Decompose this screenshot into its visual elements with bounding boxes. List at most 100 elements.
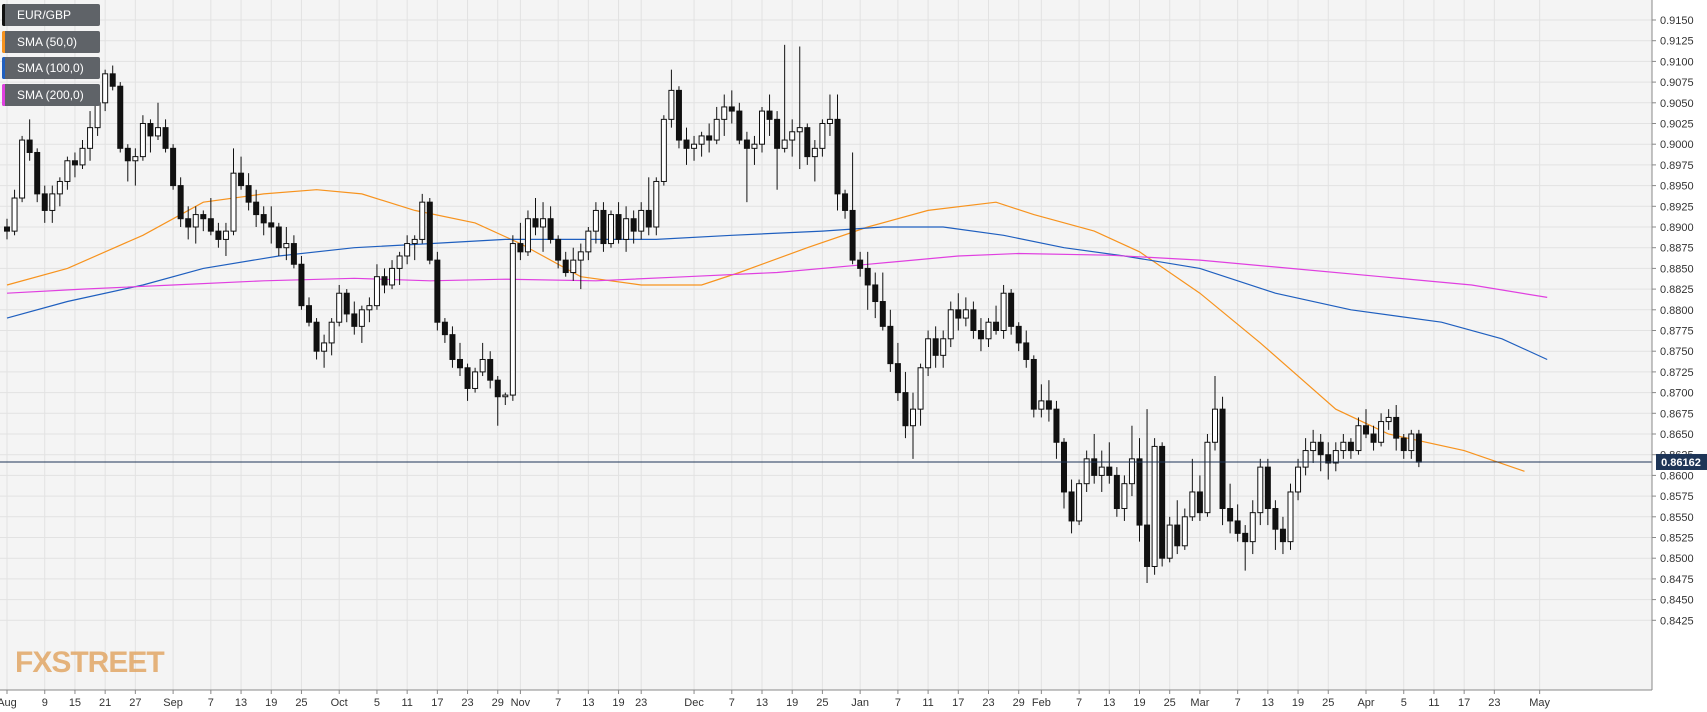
x-tick-label: Nov: [511, 697, 531, 709]
candle-body: [177, 185, 184, 220]
legend: EUR/GBP SMA (50,0) SMA (100,0) SMA (200,…: [2, 4, 100, 110]
candle-body: [1302, 450, 1309, 468]
y-tick-label: 0.8525: [1660, 533, 1694, 545]
candle-body: [1317, 441, 1324, 456]
candle-body: [653, 180, 660, 228]
candle-body: [1030, 358, 1037, 410]
candle-body: [683, 139, 690, 149]
candle-body: [155, 127, 161, 137]
candle-body: [759, 110, 765, 145]
candle-body: [517, 243, 524, 253]
x-tick-label: 19: [786, 697, 798, 709]
candle-body: [1332, 450, 1339, 464]
candle-body: [970, 309, 977, 331]
candle-body: [124, 147, 131, 162]
candle-body: [826, 118, 833, 125]
candle-body: [849, 209, 856, 261]
candle-body: [351, 313, 358, 327]
y-tick-label: 0.8900: [1660, 222, 1694, 234]
candle-body: [660, 118, 667, 182]
candle-body: [132, 156, 139, 162]
x-tick-label: Jan: [851, 697, 869, 709]
candle-body: [487, 358, 494, 381]
candle-body: [600, 209, 607, 245]
candle-body: [789, 131, 796, 141]
x-tick-label: 17: [1458, 697, 1470, 709]
candle-body: [977, 330, 984, 340]
candle-body: [864, 267, 871, 286]
legend-label: SMA (200,0): [17, 87, 84, 102]
candle-body: [1257, 466, 1264, 514]
candle-body: [283, 243, 290, 249]
legend-item-sma200[interactable]: SMA (200,0): [2, 83, 100, 106]
x-tick-label: 5: [1401, 697, 1407, 709]
candle-body: [79, 147, 86, 166]
candle-body: [1166, 524, 1173, 559]
legend-item-eurgbp[interactable]: EUR/GBP: [2, 4, 100, 26]
x-tick-label: 17: [431, 697, 443, 709]
y-tick-label: 0.9050: [1660, 98, 1694, 110]
x-tick-label: 29: [492, 697, 504, 709]
candle-body: [668, 89, 675, 120]
last-price-tag-label: 0.86162: [1661, 457, 1701, 469]
candle-body: [1023, 342, 1030, 360]
candle-body: [358, 309, 365, 327]
x-tick-label: 7: [729, 697, 735, 709]
candle-body: [932, 338, 939, 356]
candle-body: [328, 321, 335, 344]
legend-item-sma50[interactable]: SMA (50,0): [2, 30, 100, 53]
candle-body: [162, 127, 169, 149]
y-tick-label: 0.8550: [1660, 512, 1694, 524]
candle-body: [260, 214, 267, 224]
candle-body: [1113, 474, 1120, 510]
x-tick-label: 25: [1164, 697, 1176, 709]
x-tick-label: 11: [1428, 697, 1439, 709]
candle-body: [743, 139, 750, 149]
candle-body: [268, 222, 275, 228]
candle-body: [940, 338, 947, 356]
y-tick-label: 0.9075: [1660, 77, 1694, 89]
candle-body: [434, 259, 441, 323]
candle-body: [139, 123, 146, 158]
x-tick-label: 13: [235, 697, 247, 709]
y-tick-label: 0.8600: [1660, 470, 1694, 482]
candle-body: [1363, 425, 1369, 435]
x-axis-ticks: Aug 9 15 21 27 Sep 7 13 19 25 Oct 5 11 17 23 29 Nov 7 13 19…: [0, 690, 1551, 709]
candle-body: [41, 193, 48, 211]
candle-body: [630, 218, 637, 232]
candle-body: [502, 394, 509, 398]
x-tick-label: 23: [635, 697, 647, 709]
y-tick-label: 0.8725: [1660, 367, 1694, 379]
legend-swatch: [2, 30, 5, 53]
candle-body: [1045, 400, 1052, 410]
candle-body: [608, 214, 614, 245]
candle-body: [751, 143, 758, 149]
candle-body: [570, 259, 577, 274]
candle-body: [1287, 491, 1294, 543]
candle-body: [306, 305, 312, 323]
candle-body: [117, 85, 124, 149]
candle-body: [215, 230, 222, 240]
legend-item-sma100[interactable]: SMA (100,0): [2, 57, 100, 79]
candle-body: [804, 127, 811, 158]
x-tick-label: 13: [756, 697, 768, 709]
x-tick-label: 5: [374, 697, 380, 709]
candle-body: [1076, 483, 1083, 522]
candle-body: [1136, 458, 1143, 526]
candle-body: [698, 135, 705, 145]
x-tick-label: 25: [295, 697, 307, 709]
candle-body: [1272, 508, 1279, 530]
candle-body: [1264, 466, 1271, 510]
candle-body: [691, 143, 698, 149]
candle-body: [411, 238, 418, 245]
candle-body: [1378, 421, 1385, 443]
candle-body: [26, 139, 33, 153]
candle-body: [1212, 408, 1218, 443]
x-tick-label: 23: [461, 697, 473, 709]
y-tick-label: 0.8850: [1660, 263, 1694, 275]
x-tick-label: 7: [555, 697, 561, 709]
y-tick-label: 0.8450: [1660, 595, 1694, 607]
x-tick-label: 7: [1235, 697, 1241, 709]
candle-body: [532, 218, 539, 228]
